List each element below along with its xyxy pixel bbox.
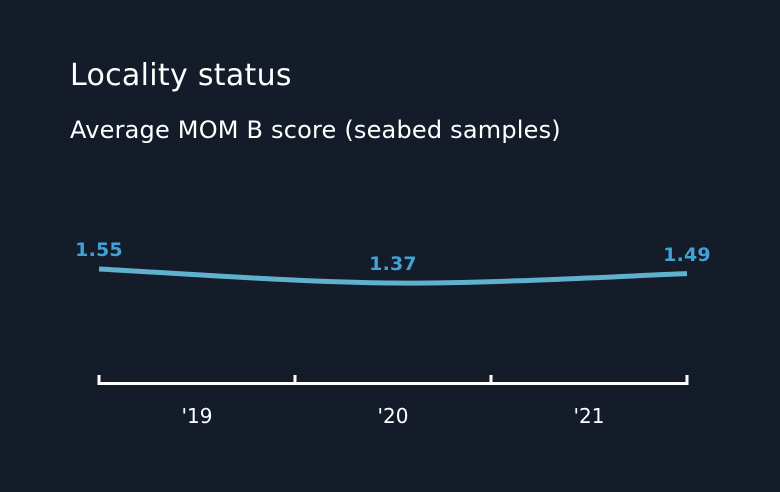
x-tick-label-20: '20 bbox=[377, 404, 409, 428]
x-axis bbox=[97, 375, 689, 385]
x-tick-label-19: '19 bbox=[181, 404, 213, 428]
chart-subtitle: Average MOM B score (seabed samples) bbox=[70, 116, 561, 144]
value-label-19: 1.55 bbox=[75, 239, 123, 261]
value-label-21: 1.49 bbox=[663, 243, 711, 266]
trend-line bbox=[98, 266, 688, 286]
value-label-20: 1.37 bbox=[369, 253, 417, 276]
x-tick-label-21: '21 bbox=[573, 404, 605, 428]
chart-title: Locality status bbox=[70, 58, 292, 93]
